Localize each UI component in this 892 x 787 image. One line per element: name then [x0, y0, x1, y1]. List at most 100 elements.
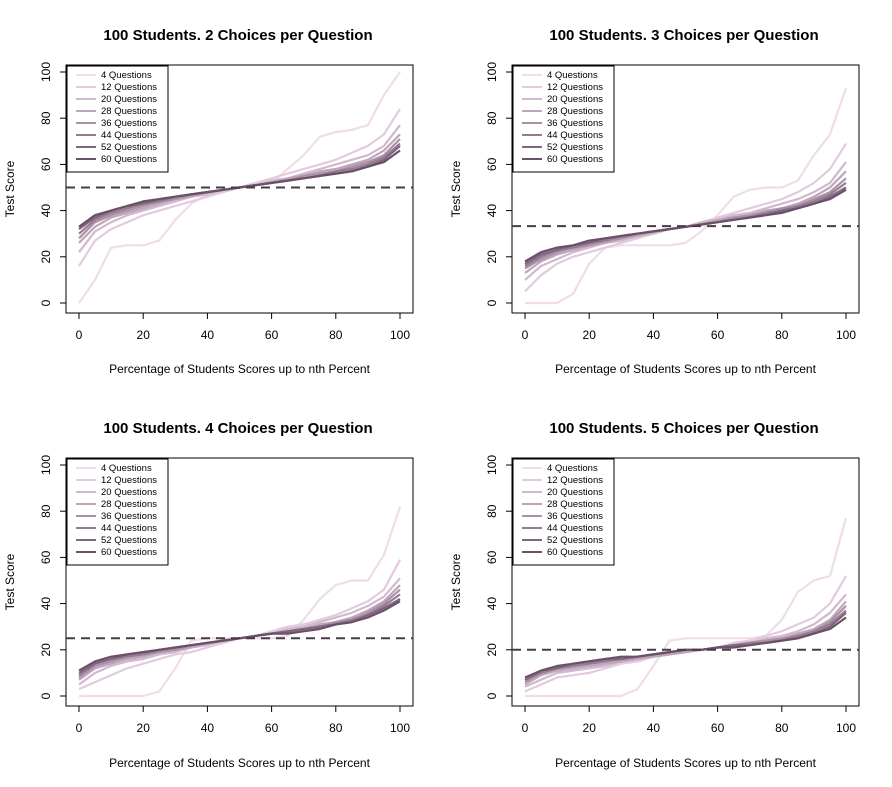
legend-entry: 60 Questions — [101, 154, 157, 165]
x-tick-label: 20 — [583, 721, 597, 735]
chart-panel-1: 100 Students. 2 Choices per Question 0 20 4… — [3, 27, 414, 376]
legend-entry: 12 Questions — [101, 82, 157, 93]
legend-entry: 52 Questions — [101, 535, 157, 546]
x-tick-label: 0 — [76, 328, 83, 342]
y-tick-label: 80 — [485, 504, 499, 518]
y-tick-label: 40 — [485, 597, 499, 611]
y-tick-label: 20 — [485, 250, 499, 264]
legend-entry: 44 Questions — [547, 523, 603, 534]
y-tick-label: 40 — [485, 204, 499, 218]
series-line-6 — [524, 182, 847, 267]
legend-box — [512, 458, 615, 566]
y-tick-label: 80 — [39, 111, 53, 125]
legend-entry: 28 Questions — [547, 106, 603, 117]
legend-entry: 12 Questions — [547, 475, 603, 486]
series-line-1 — [525, 87, 848, 305]
legend-entry: 44 Questions — [547, 130, 603, 141]
legend-entry: 52 Questions — [547, 142, 603, 153]
series-line-2 — [78, 559, 401, 691]
series-line-3 — [524, 593, 847, 688]
x-tick-label: 0 — [522, 721, 529, 735]
y-tick-label: 0 — [39, 299, 53, 306]
chart-panel-4: 100 Students. 5 Choices per Question 0 20 4… — [449, 420, 860, 770]
y-tick-label: 100 — [485, 62, 499, 82]
x-axis-label: Percentage of Students Scores up to nth … — [109, 362, 370, 376]
x-tick-label: 60 — [711, 328, 725, 342]
x-tick-label: 40 — [647, 328, 661, 342]
y-axis-label: Test Score — [3, 160, 17, 217]
y-axis-label: Test Score — [449, 553, 463, 610]
series-line-1 — [525, 517, 848, 698]
legend-entry: 44 Questions — [101, 130, 157, 141]
series-line-6 — [524, 609, 847, 681]
x-tick-label: 40 — [647, 721, 661, 735]
y-tick-label: 60 — [485, 157, 499, 171]
legend-entry: 60 Questions — [547, 154, 603, 165]
legend-entry: 4 Questions — [101, 463, 152, 474]
chart-title: 100 Students. 4 Choices per Question — [103, 420, 372, 437]
x-tick-label: 20 — [137, 328, 151, 342]
legend-box — [512, 65, 615, 173]
legend-entry: 52 Questions — [547, 535, 603, 546]
legend-entry: 4 Questions — [101, 70, 152, 81]
x-tick-label: 60 — [265, 328, 279, 342]
x-tick-label: 0 — [76, 721, 83, 735]
x-tick-label: 80 — [329, 328, 343, 342]
legend-entry: 4 Questions — [547, 463, 598, 474]
y-tick-label: 80 — [485, 111, 499, 125]
x-tick-label: 100 — [836, 328, 856, 342]
y-axis-label: Test Score — [449, 160, 463, 217]
series-line-5 — [78, 588, 401, 679]
series-line-4 — [78, 584, 401, 681]
y-tick-label: 100 — [485, 455, 499, 475]
y-tick-label: 20 — [39, 250, 53, 264]
x-tick-label: 100 — [836, 721, 856, 735]
x-tick-label: 80 — [775, 721, 789, 735]
x-tick-label: 40 — [201, 328, 215, 342]
x-axis-label: Percentage of Students Scores up to nth … — [109, 756, 370, 770]
legend-entry: 20 Questions — [547, 94, 603, 105]
legend-entry: 52 Questions — [101, 142, 157, 153]
x-axis-label: Percentage of Students Scores up to nth … — [555, 362, 816, 376]
legend-entry: 12 Questions — [547, 82, 603, 93]
legend-entry: 36 Questions — [101, 511, 157, 522]
chart-title: 100 Students. 3 Choices per Question — [549, 27, 818, 44]
x-tick-label: 0 — [522, 328, 529, 342]
y-tick-label: 20 — [485, 643, 499, 657]
legend-box — [66, 65, 169, 173]
x-axis-label: Percentage of Students Scores up to nth … — [555, 756, 816, 770]
x-tick-label: 40 — [201, 721, 215, 735]
chart-panel-3: 100 Students. 4 Choices per Question 0 20 4… — [3, 420, 414, 770]
legend-entry: 60 Questions — [101, 547, 157, 558]
chart-panel-2: 100 Students. 3 Choices per Question 0 20 4… — [449, 27, 860, 376]
legend-entry: 20 Questions — [101, 487, 157, 498]
legend-entry: 20 Questions — [101, 94, 157, 105]
y-tick-label: 40 — [39, 597, 53, 611]
legend-entry: 28 Questions — [101, 106, 157, 117]
y-tick-label: 0 — [39, 692, 53, 699]
x-tick-label: 80 — [329, 721, 343, 735]
series-line-6 — [78, 593, 401, 677]
y-tick-label: 0 — [485, 299, 499, 306]
legend-entry: 12 Questions — [101, 475, 157, 486]
legend-entry: 60 Questions — [547, 547, 603, 558]
chart-title: 100 Students. 2 Choices per Question — [103, 27, 372, 44]
legend-entry: 44 Questions — [101, 523, 157, 534]
y-tick-label: 60 — [39, 157, 53, 171]
x-tick-label: 100 — [390, 721, 410, 735]
y-tick-label: 100 — [39, 62, 53, 82]
x-tick-label: 20 — [583, 328, 597, 342]
y-tick-label: 40 — [39, 204, 53, 218]
x-tick-label: 80 — [775, 328, 789, 342]
legend-entry: 36 Questions — [547, 511, 603, 522]
legend-entry: 4 Questions — [547, 70, 598, 81]
y-tick-label: 0 — [485, 692, 499, 699]
legend-entry: 20 Questions — [547, 487, 603, 498]
legend-entry: 36 Questions — [547, 118, 603, 129]
chart-title: 100 Students. 5 Choices per Question — [549, 420, 818, 437]
legend-box — [66, 458, 169, 566]
x-tick-label: 100 — [390, 328, 410, 342]
